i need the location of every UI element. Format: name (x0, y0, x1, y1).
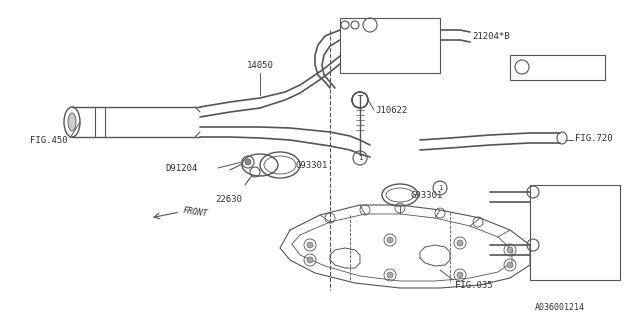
Circle shape (507, 247, 513, 253)
Text: D91204: D91204 (165, 164, 197, 172)
Text: 1: 1 (531, 243, 535, 247)
Circle shape (307, 242, 313, 248)
Text: FIG.720: FIG.720 (575, 133, 612, 142)
Text: 14050: 14050 (246, 60, 273, 69)
Text: 22630: 22630 (215, 196, 242, 204)
Circle shape (242, 156, 254, 168)
Text: G93301: G93301 (410, 190, 442, 199)
Text: 1: 1 (368, 22, 372, 28)
Text: <14460>: <14460> (350, 51, 388, 60)
Text: G93301: G93301 (295, 161, 327, 170)
Text: FIG.450: FIG.450 (30, 135, 68, 145)
Text: <14460>: <14460> (540, 213, 578, 222)
Text: 1: 1 (438, 185, 442, 191)
Circle shape (307, 257, 313, 263)
Circle shape (457, 272, 463, 278)
Circle shape (507, 262, 513, 268)
Circle shape (250, 167, 260, 177)
Circle shape (387, 237, 393, 243)
Text: A036001214: A036001214 (535, 303, 585, 313)
Text: 1: 1 (520, 64, 524, 70)
Circle shape (387, 272, 393, 278)
Text: FIG.035: FIG.035 (455, 281, 493, 290)
Text: FIG.050: FIG.050 (350, 41, 388, 50)
Bar (530, 185, 620, 280)
Circle shape (457, 240, 463, 246)
Text: 21204*B: 21204*B (472, 31, 509, 41)
Bar (510, 55, 605, 80)
Bar (340, 18, 440, 73)
Text: 1: 1 (531, 189, 535, 195)
Circle shape (245, 159, 251, 165)
Text: FIG.050: FIG.050 (540, 201, 578, 210)
Text: 1: 1 (358, 155, 362, 161)
Text: 0923S: 0923S (535, 62, 562, 71)
Text: J10622: J10622 (375, 106, 407, 115)
Ellipse shape (68, 113, 76, 131)
Text: FRONT: FRONT (182, 206, 208, 218)
Text: 21204*A: 21204*A (535, 226, 573, 235)
